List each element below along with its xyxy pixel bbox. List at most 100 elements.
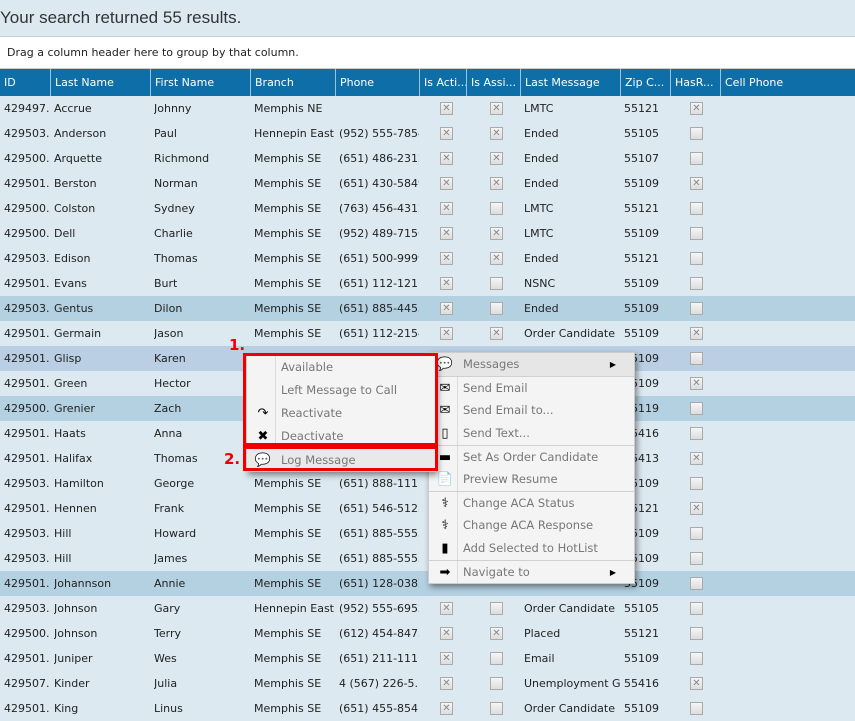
table-row[interactable]: 429501... King Linus Memphis SE (651) 455-85… [0, 696, 855, 721]
checkbox-active[interactable]: ✕ [440, 702, 453, 715]
column-header-zip-code[interactable]: Zip C... [620, 69, 670, 96]
menu-item-preview-resume[interactable]: 📄 Preview Resume [429, 468, 634, 491]
checkbox-hasr[interactable] [690, 527, 703, 540]
table-row[interactable]: 429503... Hamilton George Memphis SE (651) 8… [0, 471, 855, 496]
checkbox-hasr[interactable]: ✕ [690, 327, 703, 340]
column-header-last-name[interactable]: Last Name [50, 69, 150, 96]
table-row[interactable]: 429503... Hill James Memphis SE (651) 885-55… [0, 546, 855, 571]
checkbox-hasr[interactable] [690, 702, 703, 715]
checkbox-hasr[interactable] [690, 577, 703, 590]
checkbox-hasr[interactable] [690, 427, 703, 440]
checkbox-assigned[interactable] [490, 652, 503, 665]
table-row[interactable]: 429503... Anderson Paul Hennepin East (952) … [0, 121, 855, 146]
checkbox-hasr[interactable] [690, 252, 703, 265]
checkbox-hasr[interactable] [690, 477, 703, 490]
table-row[interactable]: 429500... Johnson Terry Memphis SE (612) 454… [0, 621, 855, 646]
checkbox-assigned[interactable] [490, 702, 503, 715]
checkbox-hasr[interactable] [690, 652, 703, 665]
column-header-last-message[interactable]: Last Message [520, 69, 620, 96]
column-header-id[interactable]: ID [4, 76, 16, 89]
checkbox-active[interactable]: ✕ [440, 177, 453, 190]
column-header-is-active[interactable]: Is Acti... [419, 69, 466, 96]
column-header-has-resume[interactable]: HasR... [670, 69, 720, 96]
table-row[interactable]: 429501... Berston Norman Memphis SE (651) 43… [0, 171, 855, 196]
checkbox-active[interactable]: ✕ [440, 102, 453, 115]
checkbox-assigned[interactable]: ✕ [490, 127, 503, 140]
checkbox-hasr[interactable]: ✕ [690, 177, 703, 190]
checkbox-hasr[interactable]: ✕ [690, 102, 703, 115]
checkbox-assigned[interactable]: ✕ [490, 152, 503, 165]
table-row[interactable]: 429501... Evans Burt Memphis SE (651) 112-12… [0, 271, 855, 296]
checkbox-assigned[interactable] [490, 202, 503, 215]
table-row[interactable]: 429503... Gentus Dilon Memphis SE (651) 885-… [0, 296, 855, 321]
checkbox-active[interactable]: ✕ [440, 302, 453, 315]
table-row[interactable]: 429500... Dell Charlie Memphis SE (952) 489-… [0, 221, 855, 246]
table-row[interactable]: 429500... Colston Sydney Memphis SE (763) 45… [0, 196, 855, 221]
menu-item-change-aca-response[interactable]: ⚕ Change ACA Response [429, 514, 634, 537]
checkbox-active[interactable]: ✕ [440, 652, 453, 665]
table-row[interactable]: 429501... Juniper Wes Memphis SE (651) 211-1… [0, 646, 855, 671]
checkbox-hasr[interactable]: ✕ [690, 452, 703, 465]
checkbox-active[interactable]: ✕ [440, 602, 453, 615]
menu-item-deactivate[interactable]: ✖ Deactivate [247, 425, 435, 448]
menu-item-available[interactable]: Available [247, 356, 435, 379]
checkbox-hasr[interactable] [690, 552, 703, 565]
table-row[interactable]: 429503... Johnson Gary Hennepin East (952) 5… [0, 596, 855, 621]
menu-item-send-text[interactable]: ▯ Send Text... [429, 422, 634, 445]
menu-item-reactivate[interactable]: ↷ Reactivate [247, 402, 435, 425]
checkbox-assigned[interactable]: ✕ [490, 102, 503, 115]
checkbox-hasr[interactable]: ✕ [690, 502, 703, 515]
table-row[interactable]: 429503... Hill Howard Memphis SE (651) 885-5… [0, 521, 855, 546]
checkbox-active[interactable]: ✕ [440, 127, 453, 140]
checkbox-active[interactable]: ✕ [440, 277, 453, 290]
column-header-first-name[interactable]: First Name [150, 69, 250, 96]
checkbox-hasr[interactable] [690, 202, 703, 215]
checkbox-hasr[interactable] [690, 402, 703, 415]
column-header-branch[interactable]: Branch [250, 69, 335, 96]
column-header-cell-phone[interactable]: Cell Phone [720, 69, 855, 96]
table-row[interactable]: 429501... Johannson Annie Memphis SE (651) 1… [0, 571, 855, 596]
table-row[interactable]: 429507... Kinder Julia Memphis SE 4 (567) 22… [0, 671, 855, 696]
checkbox-hasr[interactable]: ✕ [690, 377, 703, 390]
checkbox-hasr[interactable] [690, 602, 703, 615]
table-row[interactable]: 429497... Accrue Johnny Memphis NE ✕ ✕ ✕ LMTC 55… [0, 96, 855, 121]
checkbox-assigned[interactable] [490, 302, 503, 315]
checkbox-active[interactable]: ✕ [440, 227, 453, 240]
checkbox-assigned[interactable]: ✕ [490, 227, 503, 240]
checkbox-assigned[interactable]: ✕ [490, 252, 503, 265]
checkbox-hasr[interactable] [690, 302, 703, 315]
checkbox-hasr[interactable] [690, 277, 703, 290]
checkbox-hasr[interactable] [690, 227, 703, 240]
menu-item-set-as-order-candidate[interactable]: ▬ Set As Order Candidate [429, 445, 634, 468]
checkbox-active[interactable]: ✕ [440, 252, 453, 265]
table-row[interactable]: 429501... Germain Jason Memphis SE (651) 112… [0, 321, 855, 346]
menu-item-left-message-to-call[interactable]: Left Message to Call [247, 379, 435, 402]
column-header-is-assigned[interactable]: Is Assi... [466, 69, 520, 96]
checkbox-active[interactable]: ✕ [440, 152, 453, 165]
checkbox-active[interactable]: ✕ [440, 327, 453, 340]
checkbox-assigned[interactable] [490, 277, 503, 290]
menu-item-messages[interactable]: 💬 Messages ▶ [429, 353, 634, 376]
menu-item-change-aca-status[interactable]: ⚕ Change ACA Status [429, 491, 634, 514]
menu-item-navigate-to[interactable]: ➡ Navigate to ▶ [429, 560, 634, 583]
column-header-phone[interactable]: Phone [335, 69, 419, 96]
checkbox-hasr[interactable] [690, 352, 703, 365]
checkbox-hasr[interactable]: ✕ [690, 677, 703, 690]
menu-item-add-selected-to-hotlist[interactable]: ▮ Add Selected to HotList [429, 537, 634, 560]
checkbox-assigned[interactable] [490, 677, 503, 690]
checkbox-assigned[interactable]: ✕ [490, 327, 503, 340]
checkbox-assigned[interactable]: ✕ [490, 627, 503, 640]
group-by-drop-area[interactable]: Drag a column header here to group by th… [0, 36, 855, 69]
checkbox-active[interactable]: ✕ [440, 202, 453, 215]
checkbox-assigned[interactable]: ✕ [490, 177, 503, 190]
checkbox-hasr[interactable] [690, 152, 703, 165]
menu-item-send-email-to[interactable]: ✉ Send Email to... [429, 399, 634, 422]
table-row[interactable]: 429503... Edison Thomas Memphis SE (651) 500… [0, 246, 855, 271]
table-row[interactable]: 429500... Arquette Richmond Memphis SE (651)… [0, 146, 855, 171]
checkbox-hasr[interactable] [690, 627, 703, 640]
menu-item-send-email[interactable]: ✉ Send Email [429, 376, 634, 399]
checkbox-assigned[interactable] [490, 602, 503, 615]
